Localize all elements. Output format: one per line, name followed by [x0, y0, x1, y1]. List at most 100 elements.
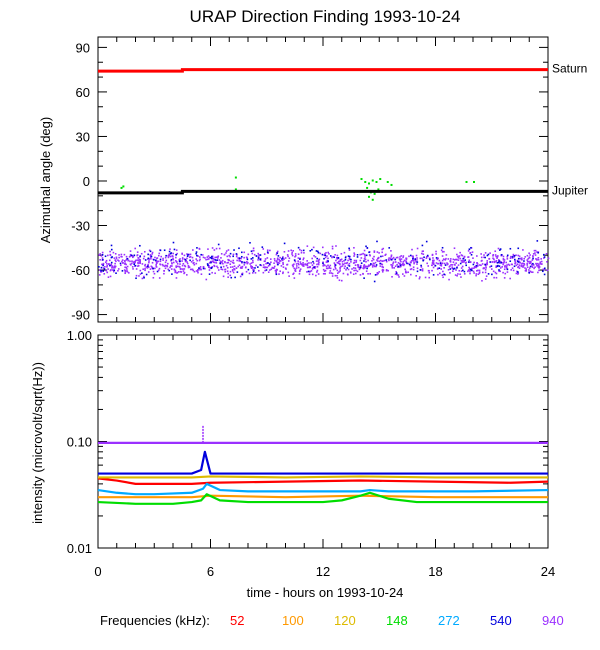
azimuth-point — [340, 258, 343, 261]
azimuth-point — [363, 249, 366, 252]
azimuth-point — [352, 267, 355, 269]
azimuth-point — [366, 265, 368, 268]
azimuth-point — [156, 257, 159, 259]
azimuth-point — [369, 254, 371, 257]
azimuth-point — [235, 253, 238, 255]
azimuth-point — [277, 255, 280, 257]
azimuth-point — [506, 254, 509, 257]
azimuth-point — [245, 270, 248, 273]
azimuth-point — [265, 262, 267, 265]
azimuth-point — [412, 259, 415, 262]
azimuth-point — [229, 270, 232, 273]
azimuth-point — [416, 263, 418, 265]
intensity-series-3 — [97, 491, 548, 505]
azimuth-point — [210, 261, 212, 264]
azimuth-point — [266, 262, 268, 265]
azimuth-point — [543, 273, 546, 276]
x-tick-label: 0 — [94, 564, 101, 579]
azimuth-point — [153, 272, 156, 275]
azimuth-point — [162, 259, 164, 261]
azimuth-point — [338, 271, 340, 273]
azimuth-point — [541, 263, 543, 265]
azimuth-point — [115, 260, 117, 263]
azimuth-point — [343, 267, 346, 270]
azimuth-point — [532, 264, 535, 266]
azimuth-point — [292, 273, 294, 276]
azimuth-point — [419, 276, 421, 278]
azimuth-point — [287, 255, 289, 258]
azimuth-point — [208, 265, 210, 267]
azimuth-point — [192, 249, 194, 251]
azimuth-point — [192, 269, 195, 272]
azimuth-point — [165, 254, 167, 257]
azimuth-point — [137, 257, 139, 259]
azimuth-point — [119, 262, 122, 265]
azimuth-point — [355, 259, 358, 262]
azimuth-point — [259, 264, 262, 266]
azimuth-point — [414, 259, 416, 262]
azimuth-point — [366, 247, 369, 249]
azimuth-point — [215, 259, 218, 262]
azimuth-point — [393, 267, 396, 269]
azimuth-point — [111, 256, 113, 258]
azimuth-point — [340, 252, 343, 255]
azimuth-series-0 — [98, 245, 550, 282]
azimuth-point — [310, 262, 312, 264]
azimuth-point — [432, 266, 435, 269]
azimuth-point — [522, 266, 524, 268]
azimuth-point — [511, 257, 514, 259]
azimuth-point — [495, 266, 497, 268]
azimuth-point — [266, 249, 269, 252]
azimuth-point — [335, 245, 337, 247]
azimuth-point — [171, 255, 174, 257]
azimuth-point — [373, 280, 376, 283]
azimuth-point — [513, 265, 516, 268]
azimuth-point — [176, 272, 178, 274]
azimuth-point — [118, 256, 120, 259]
azimuth-point — [298, 270, 301, 273]
azimuth-point — [421, 268, 424, 270]
azimuth-point — [440, 249, 443, 252]
azimuth-point — [297, 253, 300, 255]
azimuth-point — [129, 260, 131, 263]
azimuth-point — [538, 266, 541, 268]
azimuth-point — [500, 254, 503, 256]
azimuth-point — [451, 267, 454, 270]
azimuth-point — [239, 260, 242, 263]
azimuth-point — [400, 265, 402, 268]
azimuth-point — [158, 277, 161, 279]
azimuth-point — [115, 257, 118, 260]
azimuth-point — [103, 268, 106, 270]
azimuth-point — [363, 258, 366, 260]
azimuth-y-tick-label: 0 — [83, 174, 90, 189]
azimuth-point — [280, 265, 283, 267]
azimuth-point — [395, 272, 398, 274]
azimuth-point — [306, 245, 309, 247]
azimuth-point — [373, 264, 375, 267]
azimuth-point — [274, 259, 276, 262]
azimuth-point — [339, 266, 341, 269]
azimuth-point — [473, 261, 475, 264]
azimuth-point — [207, 255, 210, 257]
azimuth-point — [318, 261, 320, 264]
azimuth-point — [545, 252, 548, 255]
azimuth-point — [111, 269, 114, 271]
azimuth-point — [432, 259, 435, 262]
azimuth-point — [377, 188, 380, 191]
azimuth-point — [110, 269, 112, 271]
azimuth-point — [171, 262, 173, 265]
azimuth-point — [263, 253, 266, 255]
azimuth-point — [364, 254, 366, 257]
azimuth-point — [322, 272, 325, 275]
azimuth-point — [499, 248, 502, 250]
azimuth-point — [395, 256, 398, 259]
azimuth-point — [388, 259, 390, 262]
azimuth-point — [438, 259, 441, 262]
azimuth-point — [484, 271, 487, 274]
azimuth-point — [452, 261, 455, 263]
azimuth-point — [114, 259, 117, 261]
azimuth-point — [221, 261, 223, 264]
azimuth-point — [482, 271, 484, 274]
azimuth-point — [98, 274, 101, 276]
azimuth-point — [334, 266, 337, 269]
